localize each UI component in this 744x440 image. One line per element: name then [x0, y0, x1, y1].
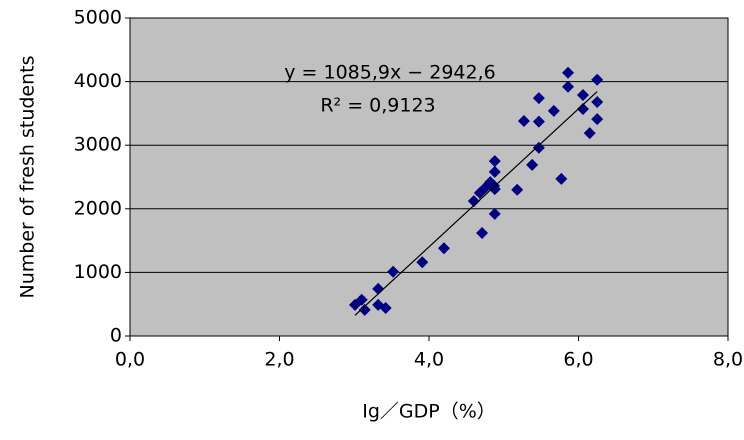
- point: [576, 102, 589, 115]
- point: [358, 303, 371, 316]
- point: [583, 127, 596, 140]
- point: [532, 141, 545, 154]
- point: [372, 282, 385, 295]
- point: [387, 265, 400, 278]
- x-tick-label: 0,0: [115, 349, 145, 371]
- x-tick-label: 6,0: [563, 349, 593, 371]
- point: [488, 183, 501, 196]
- point: [511, 183, 524, 196]
- point: [532, 92, 545, 105]
- point: [488, 165, 501, 178]
- y-axis-label: Number of fresh students: [17, 55, 39, 298]
- point: [416, 256, 429, 269]
- point: [555, 172, 568, 185]
- point: [562, 80, 575, 93]
- y-tick-label: 1000: [74, 261, 122, 283]
- trendline-equation: y = 1085,9x − 2942,6: [284, 62, 495, 84]
- trendline: [354, 91, 598, 316]
- point: [488, 207, 501, 220]
- point: [591, 113, 604, 126]
- y-tick-label: 3000: [74, 134, 122, 156]
- y-tick-label: 5000: [74, 7, 122, 29]
- point: [591, 95, 604, 108]
- plot-border: [129, 17, 729, 337]
- r-squared: R² = 0,9123: [320, 95, 435, 117]
- point: [355, 293, 368, 306]
- point: [476, 226, 489, 239]
- y-tick-label: 0: [110, 325, 122, 347]
- point: [517, 115, 530, 128]
- point: [547, 104, 560, 117]
- x-tick-label: 4,0: [414, 349, 444, 371]
- y-tick-label: 4000: [74, 70, 122, 92]
- point: [526, 158, 539, 171]
- y-tick-label: 2000: [74, 197, 122, 219]
- point: [379, 302, 392, 315]
- point: [532, 115, 545, 128]
- point: [488, 155, 501, 168]
- x-tick-label: 2,0: [264, 349, 294, 371]
- point: [576, 88, 589, 101]
- point: [437, 242, 450, 255]
- plot-area: [130, 18, 728, 336]
- point: [467, 195, 480, 208]
- point: [591, 73, 604, 86]
- x-axis-label: Ig／GDP（%）: [362, 401, 496, 423]
- x-tick-label: 8,0: [713, 349, 743, 371]
- point: [562, 66, 575, 79]
